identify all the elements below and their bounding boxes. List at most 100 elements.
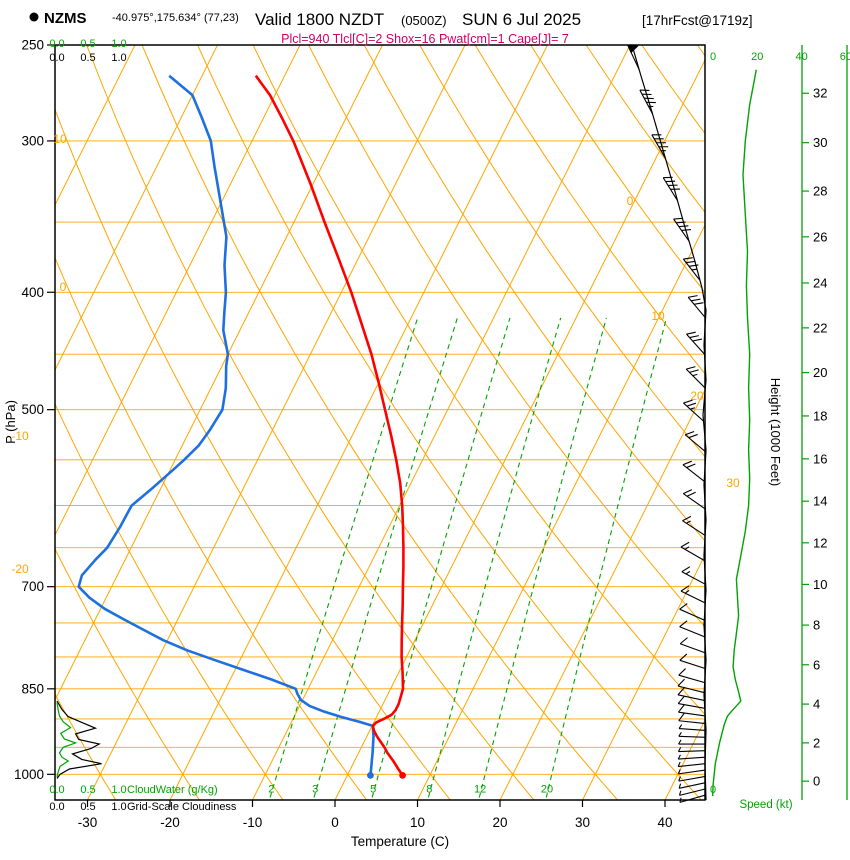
dry-adiabat-label: -10 bbox=[11, 429, 29, 443]
wind-barb bbox=[679, 620, 705, 638]
wind-barb bbox=[626, 44, 640, 70]
wind-barb bbox=[651, 134, 669, 159]
dry-adiabat-line bbox=[55, 256, 368, 800]
height-tick-label: 6 bbox=[813, 657, 820, 672]
height-tick-label: 24 bbox=[813, 275, 827, 290]
isotherm-line bbox=[417, 223, 705, 800]
height-tick-label: 26 bbox=[813, 229, 827, 244]
dry-adiabat-line bbox=[141, 45, 618, 800]
wind-barb bbox=[677, 695, 705, 709]
wind-barb bbox=[685, 366, 706, 389]
isotherm-line bbox=[55, 45, 218, 372]
wind-barb bbox=[677, 761, 706, 768]
dewpoint-curve bbox=[77, 74, 375, 776]
dry-adiabat-label: -20 bbox=[11, 562, 29, 576]
mixing-ratio-layer bbox=[269, 317, 668, 798]
mixing-ratio-line bbox=[545, 317, 668, 798]
height-tick-label: 12 bbox=[813, 535, 827, 550]
wind-barb bbox=[680, 541, 705, 561]
mixing-ratio-line bbox=[269, 317, 419, 798]
wind-barb bbox=[681, 566, 706, 585]
cloudwater-scale-top: 0.0 bbox=[49, 38, 64, 50]
dry-adiabat-line bbox=[585, 45, 705, 214]
wind-barb bbox=[639, 89, 656, 115]
temperature-tick-label: 10 bbox=[410, 815, 425, 830]
wind-barb bbox=[679, 794, 707, 803]
temperature-axis-label: Temperature (C) bbox=[351, 834, 449, 849]
mixing-ratio-label: 12 bbox=[474, 784, 486, 796]
wind-barb bbox=[687, 295, 706, 319]
mixing-ratio-label: 2 bbox=[268, 784, 274, 796]
dry-adiabat-line bbox=[55, 547, 200, 800]
dry-adiabat-line bbox=[252, 45, 705, 716]
cloudiness-curve bbox=[56, 700, 102, 779]
wind-barb bbox=[677, 687, 705, 701]
isotherm-label: 10 bbox=[651, 309, 665, 323]
dry-adiabat-label: 10 bbox=[53, 132, 67, 146]
speed-scale-top: 0 bbox=[710, 51, 716, 63]
height-tick-label: 8 bbox=[813, 618, 820, 633]
cloudwater-scale-bottom: 0.0 bbox=[49, 784, 64, 796]
wind-barb bbox=[678, 712, 706, 725]
valid-zulu: (0500Z) bbox=[401, 13, 447, 28]
station-name: NZMS bbox=[44, 10, 87, 27]
isotherm-line bbox=[334, 58, 705, 800]
cloudwater-curve bbox=[56, 702, 78, 778]
wind-barb bbox=[680, 585, 706, 604]
mixing-ratio-label: 3 bbox=[312, 784, 318, 796]
cloudiness-axis-label: Grid-Scale Cloudiness bbox=[127, 801, 237, 813]
height-tick-label: 16 bbox=[813, 451, 827, 466]
wind-barb bbox=[678, 668, 705, 684]
height-tick-label: 32 bbox=[813, 86, 827, 101]
isotherm-line bbox=[55, 45, 383, 702]
height-axis-label: Height (1000 Feet) bbox=[768, 378, 783, 486]
wind-barb bbox=[679, 653, 706, 670]
wind-barb bbox=[683, 399, 704, 422]
wind-barb bbox=[662, 176, 681, 201]
cloudwater-scale-top: 0.5 bbox=[80, 38, 95, 50]
height-tick-label: 22 bbox=[813, 320, 827, 335]
height-tick-label: 30 bbox=[813, 135, 827, 150]
cloudwater-axis-label: CloudWater (g/Kg) bbox=[127, 784, 218, 796]
cloudwater-scale-bottom: 0.5 bbox=[80, 784, 95, 796]
wind-barb bbox=[677, 769, 706, 775]
surface-temperature-dot bbox=[399, 771, 406, 779]
cloudiness-scale-top: 0.5 bbox=[80, 52, 95, 64]
dry-adiabat-line bbox=[474, 45, 705, 375]
isotherm-line bbox=[169, 45, 548, 800]
isotherm-label: 0 bbox=[627, 194, 634, 208]
cloudiness-scale-top: 0.0 bbox=[49, 52, 64, 64]
mixing-ratio-label: 5 bbox=[370, 784, 376, 796]
wind-barb bbox=[682, 515, 706, 536]
wind-barb bbox=[679, 637, 706, 654]
wind-barb bbox=[678, 724, 707, 732]
wind-barb bbox=[677, 747, 706, 753]
height-tick-label: 28 bbox=[813, 184, 827, 199]
speed-curve bbox=[712, 69, 757, 797]
temperature-tick-label: 40 bbox=[657, 815, 672, 830]
wind-barb bbox=[678, 775, 706, 782]
cloudiness-scale-bottom: 1.0 bbox=[111, 801, 126, 813]
wind-barb bbox=[677, 678, 705, 694]
wind-barb bbox=[679, 603, 705, 621]
cloudiness-scale-bottom: 0.5 bbox=[80, 801, 95, 813]
wind-barb bbox=[677, 754, 706, 760]
wind-barb bbox=[678, 782, 706, 789]
speed-axis-label: Speed (kt) bbox=[739, 799, 792, 811]
pressure-tick-label: 500 bbox=[21, 402, 44, 417]
isotherm-line bbox=[55, 45, 301, 537]
height-tick-label: 18 bbox=[813, 408, 827, 423]
mixing-ratio-line bbox=[371, 317, 511, 798]
isotherm-line bbox=[582, 553, 705, 800]
temperature-tick-label: 30 bbox=[575, 815, 590, 830]
valid-date: SUN 6 Jul 2025 bbox=[462, 10, 581, 29]
dry-adiabat-line bbox=[308, 45, 705, 628]
valid-time: Valid 1800 NZDT bbox=[255, 10, 384, 29]
speed-scale-top: 20 bbox=[751, 51, 763, 63]
wind-barb bbox=[682, 489, 706, 510]
pressure-axis-label: P (hPa) bbox=[3, 400, 18, 444]
wind-barb bbox=[678, 704, 706, 717]
